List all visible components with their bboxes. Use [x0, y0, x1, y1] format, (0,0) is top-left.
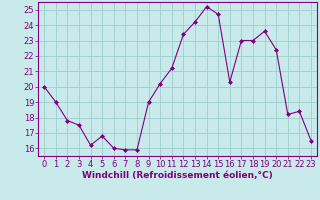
X-axis label: Windchill (Refroidissement éolien,°C): Windchill (Refroidissement éolien,°C) — [82, 171, 273, 180]
